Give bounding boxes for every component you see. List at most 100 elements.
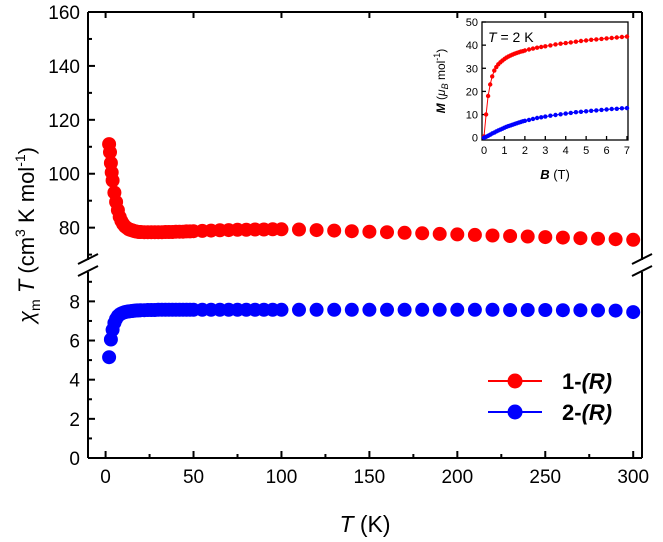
data-point [573, 231, 588, 246]
data-point [591, 303, 605, 318]
inset-series-2-R [481, 105, 630, 140]
data-point [485, 302, 500, 317]
inset-data-point [583, 38, 589, 43]
inset-data-point [609, 35, 614, 41]
inset-data-point [534, 45, 540, 50]
inset-data-point [604, 107, 609, 112]
data-point [344, 302, 359, 317]
inset-data-point [483, 112, 489, 117]
inset-data-point [553, 112, 558, 118]
legend-label-2-R: 2-(R) [562, 400, 612, 425]
inset-data-point [599, 36, 604, 42]
data-point [397, 302, 412, 317]
legend-marker-2-R [507, 404, 523, 420]
inset-y-tick-label: 50 [466, 17, 478, 29]
inset-data-point [488, 82, 493, 87]
x-tick-label: 200 [441, 467, 473, 488]
x-tick-label: 250 [529, 467, 561, 488]
inset-data-point [530, 46, 536, 51]
x-tick-label: 150 [354, 467, 386, 488]
data-point [292, 222, 306, 237]
y-tick-label: 100 [48, 165, 80, 186]
data-point [608, 232, 623, 247]
inset-x-tick-label: 6 [603, 145, 609, 157]
data-point [485, 228, 500, 243]
inset-x-tick-label: 3 [542, 145, 548, 157]
inset-data-point [609, 106, 614, 112]
data-point [573, 303, 588, 318]
inset-data-point [492, 68, 497, 73]
inset-data-point [558, 41, 563, 46]
data-point [102, 350, 117, 365]
inset-series-line [483, 107, 628, 139]
y-axis-label: χm T (cm3 K mol-1) [12, 147, 43, 325]
data-point [415, 226, 430, 241]
inset-data-point [522, 118, 528, 124]
inset-data-point [578, 38, 584, 44]
inset-y-tick-label: 20 [466, 86, 478, 98]
y-tick-label: 0 [69, 449, 80, 470]
data-point [503, 303, 518, 317]
inset-x-tick-label: 1 [501, 145, 507, 157]
inset-data-point [573, 110, 579, 115]
legend-entry-2-R: 2-(R) [488, 400, 612, 425]
data-point [327, 223, 342, 238]
x-tick-label: 100 [266, 467, 298, 488]
inset-frame [481, 21, 629, 141]
inset-data-point [624, 34, 630, 39]
inset-data-point [543, 114, 548, 119]
inset-y-tick-label: 10 [466, 110, 478, 122]
data-point [520, 303, 535, 317]
x-tick-label: 50 [183, 467, 204, 488]
data-point [397, 225, 412, 240]
inset-data-point [522, 48, 528, 53]
data-point [327, 302, 342, 317]
plot-frame [87, 11, 643, 459]
inset-x-tick-label: 2 [522, 145, 528, 157]
inset-data-point [558, 112, 563, 117]
y-axis-ticks: 0 2 4 6 8 80 100 120 140 160 [48, 3, 95, 470]
data-point [344, 224, 359, 239]
inset-data-point [485, 93, 491, 99]
inset-data-point [490, 74, 495, 79]
legend-marker-1-R [507, 373, 523, 389]
data-point [503, 229, 518, 243]
y-tick-label: 140 [48, 57, 80, 78]
inset-axis-ticks: 0 1 2 3 4 5 6 7 0 10 20 30 40 50 [466, 17, 630, 157]
inset-data-point [568, 110, 573, 116]
inset-data-point [526, 47, 532, 52]
inset-data-point [563, 111, 568, 116]
inset-data-point [614, 35, 619, 40]
data-point [626, 232, 641, 247]
y-tick-label: 80 [59, 219, 80, 240]
y-tick-label: 2 [69, 410, 80, 431]
data-point [467, 302, 482, 317]
x-axis-ticks: 0 50 100 150 200 250 300 [100, 12, 649, 488]
inset-data-point [539, 115, 544, 120]
legend-label-1-R: 1-(R) [562, 369, 612, 394]
data-point [467, 227, 482, 242]
data-point [520, 229, 535, 244]
y-tick-label: 120 [48, 111, 80, 132]
data-point [555, 230, 570, 245]
inset-data-point [594, 108, 599, 113]
inset-data-point [553, 42, 558, 47]
inset-data-point [599, 107, 604, 113]
inset-data-point [619, 34, 625, 40]
inset-y-tick-label: 30 [466, 63, 478, 75]
legend: 1-(R) 2-(R) [488, 369, 612, 425]
y-tick-label: 4 [69, 371, 80, 392]
x-axis-label: T (K) [339, 511, 390, 537]
inset-data-point [543, 44, 548, 49]
inset-data-point [530, 116, 536, 122]
data-point [432, 302, 447, 317]
y-tick-label: 6 [69, 332, 80, 353]
data-point [626, 305, 641, 320]
inset-series-line [483, 36, 628, 137]
inset-data-point [589, 108, 594, 114]
inset-x-label: B (T) [540, 167, 570, 182]
inset-x-tick-label: 5 [583, 145, 589, 157]
inset-data-point [624, 105, 630, 111]
inset-data-point [614, 106, 619, 112]
